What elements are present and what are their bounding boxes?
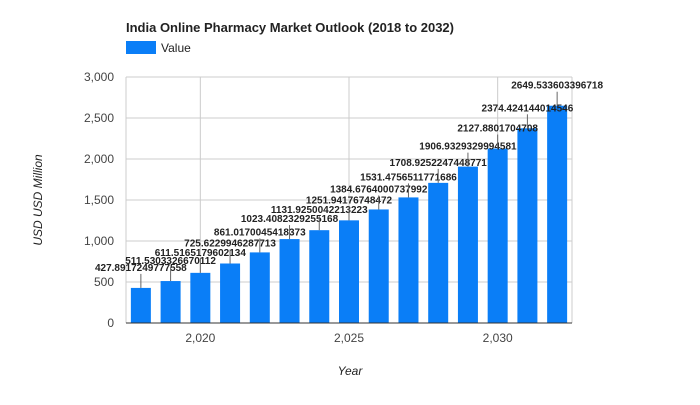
bar[interactable] xyxy=(547,105,568,323)
bar[interactable] xyxy=(517,128,538,323)
bar[interactable] xyxy=(249,252,270,323)
x-tick-label: 2,030 xyxy=(483,331,513,345)
chart-title: India Online Pharmacy Market Outlook (20… xyxy=(126,20,454,35)
data-label: 1708.9252247448771 xyxy=(390,158,488,169)
data-label: 725.6229946287713 xyxy=(184,238,276,249)
bars xyxy=(130,105,568,323)
y-tick-label: 0 xyxy=(107,316,114,330)
y-tick-label: 2,500 xyxy=(84,111,114,125)
bar[interactable] xyxy=(130,287,151,323)
data-label: 427.8917249777558 xyxy=(95,263,187,274)
legend-label: Value xyxy=(161,41,191,55)
data-label: 1251.94176748472 xyxy=(306,195,393,206)
data-label: 511.5303326670112 xyxy=(125,256,216,267)
axes: 0 500 1,000 1,500 2,000 2,500 3,000 2,020 2,025 2… xyxy=(84,70,572,345)
x-axis-title: Year xyxy=(338,364,364,378)
bar[interactable] xyxy=(457,166,478,323)
y-tick-label: 1,500 xyxy=(84,193,114,207)
data-labels: 427.8917249777558511.5303326670112611.51… xyxy=(95,81,603,288)
data-label: 2127.8801704708 xyxy=(457,124,538,135)
data-label: 1906.9329329994581 xyxy=(419,142,517,153)
y-axis-title: USD USD Million xyxy=(31,154,45,246)
gridlines xyxy=(125,76,573,323)
y-tick-label: 2,000 xyxy=(84,152,114,166)
y-tick-label: 1,000 xyxy=(84,234,114,248)
data-label: 2374.424144014546 xyxy=(482,103,574,114)
x-tick-label: 2,025 xyxy=(334,331,364,345)
bar[interactable] xyxy=(279,239,300,323)
data-label: 1531.4756511771686 xyxy=(360,172,457,183)
data-label: 611.5165179602134 xyxy=(155,248,247,259)
x-tick-label: 2,020 xyxy=(185,331,215,345)
bar[interactable] xyxy=(220,263,241,323)
bar[interactable] xyxy=(368,209,389,323)
bar[interactable] xyxy=(339,220,359,323)
bar[interactable] xyxy=(190,272,211,323)
legend-swatch xyxy=(126,41,156,54)
data-label: 1131.9250042213223 xyxy=(271,205,368,216)
y-tick-label: 500 xyxy=(94,275,114,289)
data-label: 1384.6764000737992 xyxy=(330,184,428,195)
bar[interactable] xyxy=(160,281,181,323)
bar[interactable] xyxy=(398,197,419,323)
bar[interactable] xyxy=(487,148,508,323)
y-tick-label: 3,000 xyxy=(84,70,114,84)
data-label: 1023.4082329255168 xyxy=(241,214,339,225)
data-label: 2649.533603396718 xyxy=(511,81,603,92)
bar[interactable] xyxy=(309,230,330,323)
bar[interactable] xyxy=(428,182,449,323)
data-label: 861.0170045418373 xyxy=(214,227,306,238)
